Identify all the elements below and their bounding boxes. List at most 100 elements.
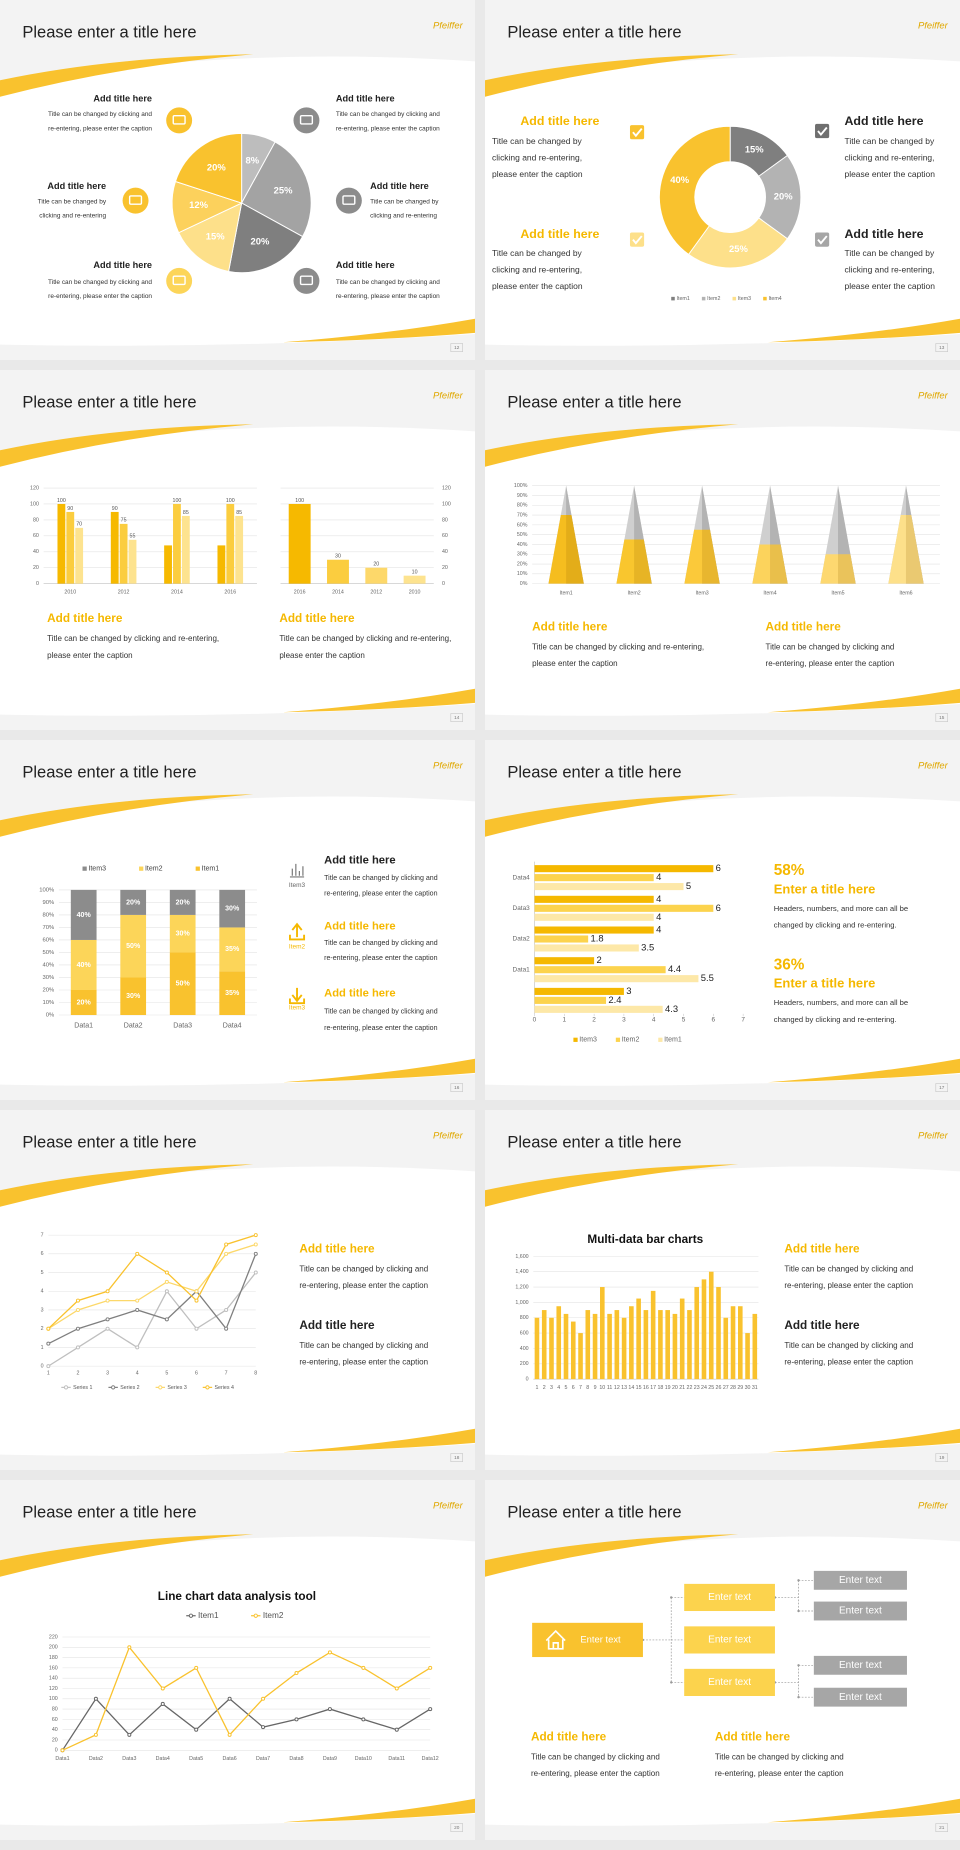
y-tick-label: 60%	[517, 522, 528, 528]
block-heading: Add title here	[93, 94, 152, 104]
block-figure: 58%	[774, 862, 805, 879]
y-tick-label: 4	[41, 1289, 44, 1295]
bar	[534, 987, 624, 995]
slide-title: Please enter a title here	[507, 393, 681, 411]
slide-title: Please enter a title here	[22, 763, 196, 781]
value-label: 4	[656, 871, 661, 882]
x-tick-label: 1	[47, 1371, 50, 1377]
logo: Pfeiffer	[433, 389, 464, 400]
logo: Pfeiffer	[918, 1129, 949, 1140]
pie-slice	[240, 141, 312, 238]
slide-body	[0, 1536, 475, 1826]
x-tick-label: Data4	[223, 1023, 242, 1030]
bar	[708, 1271, 714, 1380]
y-tick-label: 0	[55, 1748, 58, 1754]
value-label: 3.5	[641, 941, 654, 952]
legend-swatch	[658, 1037, 663, 1042]
bar	[549, 1317, 554, 1380]
x-tick-label: 12	[614, 1385, 620, 1391]
x-tick-label: 10	[599, 1385, 605, 1391]
value-label: 4	[656, 893, 661, 904]
block-heading: Add title here	[324, 920, 395, 932]
y-tick-label: Data2	[513, 936, 531, 943]
point	[46, 1341, 51, 1346]
point	[253, 1251, 258, 1256]
y-tick-label: 400	[520, 1346, 529, 1352]
logo: Pfeiffer	[433, 19, 464, 30]
point	[75, 1326, 80, 1331]
logo: Pfeiffer	[918, 389, 949, 400]
block-caption: Title can be changed by clicking and	[324, 1008, 438, 1015]
value-label: 20%	[176, 899, 191, 906]
y-tick-label: 100	[442, 501, 451, 507]
x-tick-label: 2010	[64, 589, 76, 595]
bar	[66, 511, 75, 584]
legend-marker	[205, 1385, 210, 1390]
connector-dot	[797, 1609, 800, 1613]
y-tick-label: 200	[49, 1645, 58, 1651]
node-box	[813, 1601, 907, 1621]
y-tick-label: 2	[41, 1326, 44, 1332]
top-swoosh	[485, 424, 739, 467]
y-tick-label: 800	[520, 1315, 529, 1321]
y-tick-label: 80	[442, 517, 448, 523]
chart-title: Line chart data analysis tool	[158, 1590, 316, 1603]
bar	[534, 913, 654, 921]
block-caption: please enter the caption	[532, 659, 618, 668]
bar	[534, 1317, 540, 1380]
y-tick-label: 30%	[517, 552, 528, 558]
block-caption: clicking and re-entering,	[492, 265, 582, 275]
legend-marker	[253, 1613, 258, 1618]
value-label: 100	[57, 498, 66, 504]
point	[75, 1345, 80, 1350]
block-heading: Add title here	[532, 620, 608, 633]
x-tick-label: 11	[607, 1385, 613, 1391]
y-tick-label: 0%	[520, 581, 528, 587]
legend-swatch	[573, 1037, 578, 1042]
block-caption: re-entering, please enter the caption	[324, 955, 437, 962]
bar	[592, 1313, 598, 1380]
block-figure: 36%	[774, 956, 805, 973]
icon	[293, 267, 320, 294]
legend-swatch	[82, 866, 87, 871]
bar-segment	[219, 889, 246, 928]
point	[361, 1717, 366, 1722]
slice-label: 25%	[729, 243, 748, 254]
y-tick-label: 20%	[517, 561, 528, 567]
slice-label: 20%	[251, 236, 270, 247]
node-label: Enter text	[839, 1606, 882, 1617]
node-box	[813, 1655, 907, 1675]
bar	[534, 966, 666, 974]
bottom-swoosh	[767, 1428, 960, 1453]
top-swoosh	[0, 794, 254, 837]
value-label: 4	[656, 911, 661, 922]
y-tick-label: 40	[52, 1727, 58, 1733]
page-number: 14	[454, 715, 460, 720]
icon	[289, 987, 306, 1005]
slide: Please enter a title here Pfeiffer2002040…	[0, 1480, 475, 1840]
value-label: 100	[295, 498, 304, 504]
bar	[403, 575, 426, 584]
connector-dot	[797, 1664, 800, 1667]
checkbox	[629, 125, 645, 140]
bar-segment	[219, 971, 246, 1016]
point	[127, 1732, 132, 1737]
y-tick-label: 90%	[42, 900, 55, 906]
x-tick-label: Data3	[173, 1023, 192, 1030]
bar	[534, 865, 714, 873]
y-tick-label: Data3	[513, 905, 531, 912]
bar	[716, 1287, 721, 1380]
bar	[541, 1310, 547, 1380]
block-caption: Title can be changed by clicking and	[299, 1341, 428, 1350]
x-tick-label: 16	[643, 1385, 649, 1391]
legend-marker	[63, 1385, 69, 1390]
value-label: 100	[173, 498, 182, 504]
y-tick-label: 60	[442, 533, 448, 539]
node-box	[684, 1583, 775, 1612]
checkmark	[817, 235, 828, 245]
icon	[289, 922, 306, 941]
point	[164, 1270, 169, 1275]
logo: Pfeiffer	[433, 1129, 464, 1140]
block-caption: Title can be changed by clicking and	[784, 1341, 913, 1350]
block-heading: Add title here	[531, 1730, 607, 1743]
